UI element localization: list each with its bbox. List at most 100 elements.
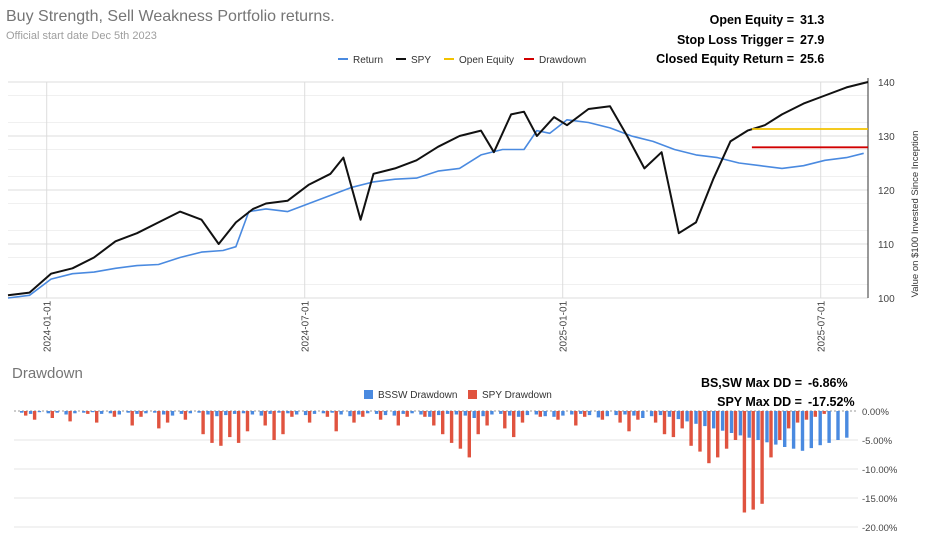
bar-bssw-drawdown <box>91 411 95 413</box>
bar-spy-drawdown <box>769 411 773 458</box>
bar-bssw-drawdown <box>632 411 636 416</box>
bar-bssw-drawdown <box>756 411 760 440</box>
bar-spy-drawdown <box>778 411 782 440</box>
bar-bssw-drawdown <box>401 411 405 414</box>
bar-spy-drawdown <box>476 411 480 435</box>
bar-bssw-drawdown <box>534 411 538 415</box>
stat-closed-equity: Closed Equity Return = 25.6 <box>656 50 846 70</box>
stats-panel: Open Equity = 31.3 Stop Loss Trigger = 27.… <box>656 11 846 70</box>
bar-spy-drawdown <box>396 411 400 426</box>
stat-label: Open Equity = <box>709 13 794 27</box>
bar-spy-drawdown <box>165 411 170 423</box>
legend-label: Return <box>353 55 383 66</box>
bar-spy-drawdown <box>290 411 294 417</box>
stat-spy-max-dd: SPY Max DD = -17.52% <box>701 393 866 412</box>
bar-spy-drawdown <box>272 411 276 440</box>
drawdown-stats-panel: BS,SW Max DD = -6.86% SPY Max DD = -17.52% <box>701 374 866 412</box>
bar-bssw-drawdown <box>543 411 547 417</box>
bar-spy-drawdown <box>210 411 214 443</box>
bar-bssw-drawdown <box>445 411 450 414</box>
bar-spy-drawdown <box>263 411 267 426</box>
bar-spy-drawdown <box>50 411 54 418</box>
bar-spy-drawdown <box>751 411 755 510</box>
bar-bssw-drawdown <box>845 411 849 438</box>
bar-spy-drawdown <box>130 411 134 426</box>
bar-spy-drawdown <box>432 411 436 426</box>
bar-spy-drawdown <box>423 411 427 417</box>
bar-spy-drawdown <box>512 411 516 438</box>
y-tick-label: -15.00% <box>862 494 898 505</box>
bar-bssw-drawdown <box>623 411 627 415</box>
bar-bssw-drawdown <box>179 411 184 414</box>
bar-spy-drawdown <box>600 411 605 420</box>
y-tick-label: 110 <box>878 240 894 251</box>
bar-spy-drawdown <box>219 411 223 446</box>
stat-label: Stop Loss Trigger = <box>676 32 794 47</box>
bar-spy-drawdown <box>441 411 445 435</box>
bar-spy-drawdown <box>458 411 463 449</box>
bar-spy-drawdown <box>485 411 489 426</box>
legend-label: Drawdown <box>539 55 586 66</box>
bar-bssw-drawdown <box>472 411 476 418</box>
bar-bssw-drawdown <box>295 411 299 415</box>
bar-spy-drawdown <box>201 411 205 435</box>
bar-bssw-drawdown <box>357 411 361 415</box>
bar-bssw-drawdown <box>685 411 689 422</box>
bar-bssw-drawdown <box>224 411 228 416</box>
y-tick-label: -5.00% <box>862 436 893 447</box>
bar-bssw-drawdown <box>144 411 148 414</box>
bar-bssw-drawdown <box>658 411 663 416</box>
bar-bssw-drawdown <box>614 411 618 416</box>
bar-spy-drawdown <box>556 411 560 420</box>
bar-spy-drawdown <box>236 411 241 443</box>
stat-bssw-max-dd: BS,SW Max DD = -6.86% <box>701 374 866 393</box>
bar-spy-drawdown <box>183 411 188 420</box>
bar-bssw-drawdown <box>410 411 414 414</box>
bar-bssw-drawdown <box>605 411 609 417</box>
bar-spy-drawdown <box>24 411 28 416</box>
bar-spy-drawdown <box>352 411 356 423</box>
bar-bssw-drawdown <box>197 411 201 413</box>
drawdown-title: Drawdown <box>12 365 83 382</box>
stat-label: BS,SW Max DD = <box>700 376 802 390</box>
bar-bssw-drawdown <box>303 411 308 416</box>
y-tick-label: 0.00% <box>862 407 889 418</box>
bar-bssw-drawdown <box>667 411 672 417</box>
legend-label: SPY Drawdown <box>482 390 552 401</box>
chart-subtitle: Official start date Dec 5th 2023 <box>6 30 157 42</box>
bar-bssw-drawdown <box>348 411 352 417</box>
y-tick-label: 130 <box>878 132 895 143</box>
bar-spy-drawdown <box>157 411 161 429</box>
bar-bssw-drawdown <box>596 411 601 418</box>
bar-bssw-drawdown <box>765 411 769 443</box>
bar-spy-drawdown <box>707 411 711 464</box>
x-tick-label: 2025-01-01 <box>559 300 570 352</box>
bar-bssw-drawdown <box>481 411 485 417</box>
bar-bssw-drawdown <box>783 411 787 447</box>
bar-bssw-drawdown <box>162 411 166 415</box>
bar-bssw-drawdown <box>729 411 734 433</box>
bar-spy-drawdown <box>361 411 365 417</box>
bar-bssw-drawdown <box>490 411 494 415</box>
bar-spy-drawdown <box>671 411 676 438</box>
y-axis-label: Value on $100 Invested Since Inception <box>910 131 921 298</box>
bar-bssw-drawdown <box>37 411 42 413</box>
bar-spy-drawdown <box>733 411 738 440</box>
bar-bssw-drawdown <box>454 411 459 415</box>
bar-spy-drawdown <box>716 411 720 458</box>
bar-spy-drawdown <box>795 411 800 423</box>
bar-spy-drawdown <box>742 411 747 513</box>
bar-bssw-drawdown <box>747 411 751 438</box>
bar-bssw-drawdown <box>383 411 388 416</box>
bar-bssw-drawdown <box>188 411 192 414</box>
bar-bssw-drawdown <box>99 411 104 414</box>
bar-spy-drawdown <box>405 411 409 417</box>
bar-spy-drawdown <box>662 411 667 435</box>
series-line-return <box>7 119 864 299</box>
bar-spy-drawdown <box>574 411 578 426</box>
bar-bssw-drawdown <box>277 411 281 413</box>
legend-label: SPY <box>411 55 431 66</box>
y-tick-label: 120 <box>878 186 895 197</box>
y-tick-label: -20.00% <box>862 523 898 534</box>
bar-bssw-drawdown <box>720 411 725 431</box>
